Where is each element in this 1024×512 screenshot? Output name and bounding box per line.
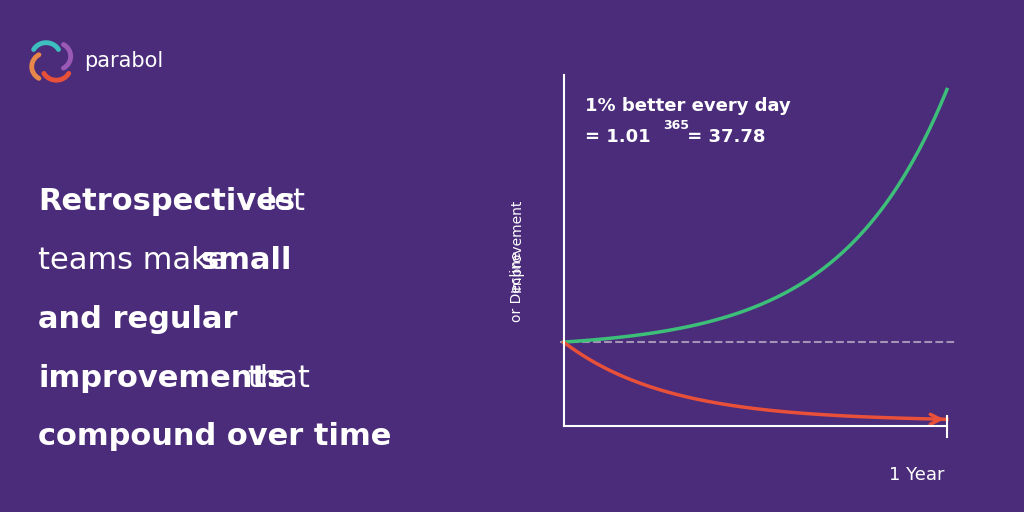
Text: and regular: and regular xyxy=(39,305,238,334)
Text: teams make: teams make xyxy=(39,246,237,275)
Text: Retrospectives: Retrospectives xyxy=(39,187,296,216)
Text: let: let xyxy=(256,187,305,216)
Text: 365: 365 xyxy=(664,119,689,132)
Text: Improvement: Improvement xyxy=(510,199,524,292)
Text: parabol: parabol xyxy=(84,51,164,72)
Text: compound over time: compound over time xyxy=(39,422,392,452)
Text: 1% better every day: 1% better every day xyxy=(585,97,791,115)
Text: small: small xyxy=(201,246,292,275)
Text: = 1.01: = 1.01 xyxy=(585,128,650,146)
Text: improvements: improvements xyxy=(39,364,286,393)
Text: = 37.78: = 37.78 xyxy=(681,128,766,146)
Text: that: that xyxy=(238,364,310,393)
Text: or Decline: or Decline xyxy=(510,251,524,322)
Text: 1 Year: 1 Year xyxy=(889,466,944,484)
